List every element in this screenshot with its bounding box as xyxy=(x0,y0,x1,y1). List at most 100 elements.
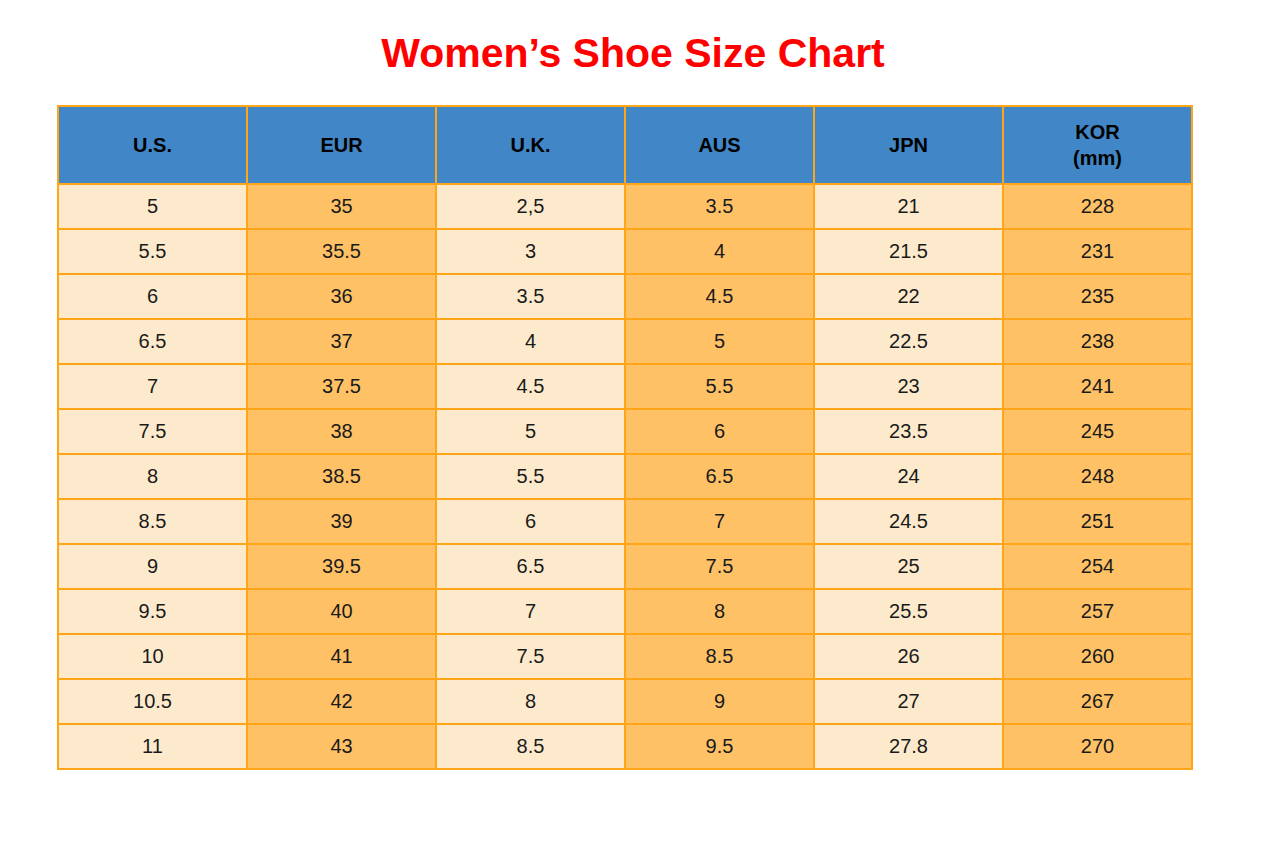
header-row: U.S.EURU.K.AUSJPNKOR(mm) xyxy=(58,106,1192,184)
column-header-uk: U.K. xyxy=(436,106,625,184)
table-cell: 10.5 xyxy=(58,679,247,724)
table-cell: 35 xyxy=(247,184,436,229)
table-cell: 24.5 xyxy=(814,499,1003,544)
table-cell: 231 xyxy=(1003,229,1192,274)
table-cell: 41 xyxy=(247,634,436,679)
table-cell: 3.5 xyxy=(625,184,814,229)
table-cell: 8.5 xyxy=(58,499,247,544)
column-header-aus: AUS xyxy=(625,106,814,184)
table-cell: 7 xyxy=(625,499,814,544)
table-cell: 23 xyxy=(814,364,1003,409)
table-cell: 27 xyxy=(814,679,1003,724)
table-cell: 8.5 xyxy=(625,634,814,679)
table-cell: 228 xyxy=(1003,184,1192,229)
table-cell: 245 xyxy=(1003,409,1192,454)
table-cell: 267 xyxy=(1003,679,1192,724)
table-row: 838.55.56.524248 xyxy=(58,454,1192,499)
table-cell: 8 xyxy=(436,679,625,724)
table-cell: 8 xyxy=(625,589,814,634)
table-row: 9.5407825.5257 xyxy=(58,589,1192,634)
table-cell: 3.5 xyxy=(436,274,625,319)
table-cell: 9 xyxy=(58,544,247,589)
table-cell: 38.5 xyxy=(247,454,436,499)
table-cell: 21.5 xyxy=(814,229,1003,274)
table-cell: 9 xyxy=(625,679,814,724)
column-header-jpn: JPN xyxy=(814,106,1003,184)
table-cell: 6.5 xyxy=(436,544,625,589)
table-cell: 40 xyxy=(247,589,436,634)
table-row: 5352,53.521228 xyxy=(58,184,1192,229)
table-cell: 11 xyxy=(58,724,247,769)
table-row: 10417.58.526260 xyxy=(58,634,1192,679)
table-cell: 24 xyxy=(814,454,1003,499)
table-row: 6363.54.522235 xyxy=(58,274,1192,319)
table-cell: 25 xyxy=(814,544,1003,589)
table-cell: 238 xyxy=(1003,319,1192,364)
table-cell: 5.5 xyxy=(625,364,814,409)
table-cell: 7.5 xyxy=(436,634,625,679)
table-cell: 7 xyxy=(58,364,247,409)
table-row: 11438.59.527.8270 xyxy=(58,724,1192,769)
table-cell: 6 xyxy=(436,499,625,544)
page-title: Women’s Shoe Size Chart xyxy=(0,30,1266,77)
table-cell: 4 xyxy=(625,229,814,274)
table-cell: 260 xyxy=(1003,634,1192,679)
table-cell: 26 xyxy=(814,634,1003,679)
table-cell: 7.5 xyxy=(625,544,814,589)
table-cell: 7.5 xyxy=(58,409,247,454)
shoe-size-table: U.S.EURU.K.AUSJPNKOR(mm) 5352,53.5212285… xyxy=(57,105,1193,770)
column-header-us: U.S. xyxy=(58,106,247,184)
table-body: 5352,53.5212285.535.53421.52316363.54.52… xyxy=(58,184,1192,769)
page: Women’s Shoe Size Chart U.S.EURU.K.AUSJP… xyxy=(0,0,1266,841)
table-cell: 2,5 xyxy=(436,184,625,229)
table-cell: 251 xyxy=(1003,499,1192,544)
table-cell: 6.5 xyxy=(58,319,247,364)
table-cell: 21 xyxy=(814,184,1003,229)
table-cell: 235 xyxy=(1003,274,1192,319)
table-row: 8.5396724.5251 xyxy=(58,499,1192,544)
table-cell: 257 xyxy=(1003,589,1192,634)
table-cell: 39.5 xyxy=(247,544,436,589)
table-header: U.S.EURU.K.AUSJPNKOR(mm) xyxy=(58,106,1192,184)
table-cell: 5 xyxy=(625,319,814,364)
table-cell: 22 xyxy=(814,274,1003,319)
table-cell: 4 xyxy=(436,319,625,364)
table-cell: 8 xyxy=(58,454,247,499)
table-cell: 22.5 xyxy=(814,319,1003,364)
table-cell: 43 xyxy=(247,724,436,769)
table-cell: 42 xyxy=(247,679,436,724)
table-cell: 6.5 xyxy=(625,454,814,499)
table-cell: 37 xyxy=(247,319,436,364)
table-row: 7.5385623.5245 xyxy=(58,409,1192,454)
table-row: 6.5374522.5238 xyxy=(58,319,1192,364)
table-cell: 9.5 xyxy=(625,724,814,769)
table-cell: 9.5 xyxy=(58,589,247,634)
table-cell: 241 xyxy=(1003,364,1192,409)
table-cell: 35.5 xyxy=(247,229,436,274)
table-cell: 8.5 xyxy=(436,724,625,769)
table-cell: 5 xyxy=(58,184,247,229)
column-header-eur: EUR xyxy=(247,106,436,184)
table-cell: 248 xyxy=(1003,454,1192,499)
table-row: 10.5428927267 xyxy=(58,679,1192,724)
table-cell: 4.5 xyxy=(436,364,625,409)
table-row: 737.54.55.523241 xyxy=(58,364,1192,409)
table-row: 939.56.57.525254 xyxy=(58,544,1192,589)
table-cell: 6 xyxy=(58,274,247,319)
table-cell: 5.5 xyxy=(58,229,247,274)
table-cell: 270 xyxy=(1003,724,1192,769)
table-cell: 39 xyxy=(247,499,436,544)
table-cell: 27.8 xyxy=(814,724,1003,769)
table-cell: 5 xyxy=(436,409,625,454)
table-cell: 4.5 xyxy=(625,274,814,319)
table-cell: 23.5 xyxy=(814,409,1003,454)
table-cell: 5.5 xyxy=(436,454,625,499)
table-cell: 37.5 xyxy=(247,364,436,409)
table-cell: 38 xyxy=(247,409,436,454)
column-header-kor: KOR(mm) xyxy=(1003,106,1192,184)
table-cell: 254 xyxy=(1003,544,1192,589)
table-cell: 10 xyxy=(58,634,247,679)
table-row: 5.535.53421.5231 xyxy=(58,229,1192,274)
table-cell: 25.5 xyxy=(814,589,1003,634)
table-cell: 7 xyxy=(436,589,625,634)
